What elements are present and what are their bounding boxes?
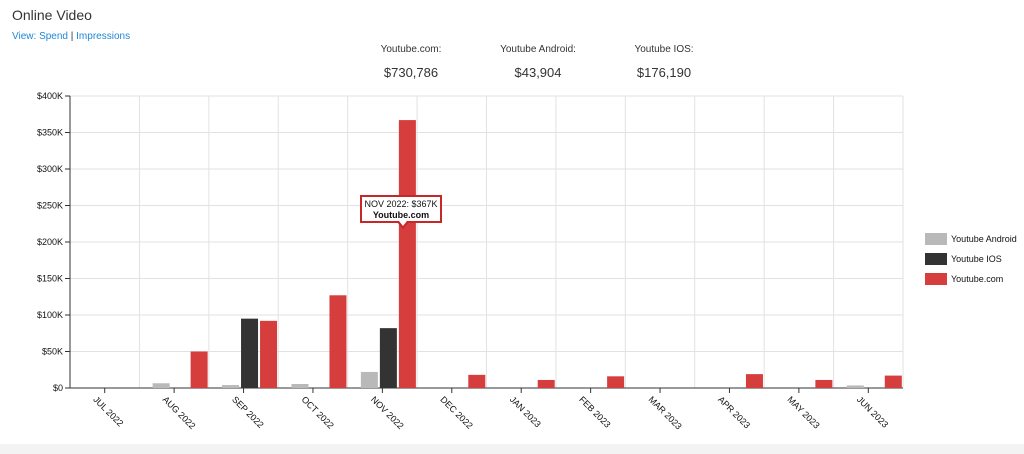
view-spend-link[interactable]: Spend bbox=[39, 31, 68, 42]
legend-label: Youtube Android bbox=[951, 234, 1017, 244]
x-tick-label: JUL 2022 bbox=[91, 394, 125, 428]
view-toggle: View: Spend | Impressions bbox=[12, 31, 130, 42]
summary-label: Youtube IOS: bbox=[634, 44, 694, 55]
bar bbox=[222, 385, 240, 388]
summary-value: $730,786 bbox=[383, 65, 439, 80]
y-tick-label: $0 bbox=[53, 383, 63, 393]
y-tick-label: $400K bbox=[37, 91, 63, 101]
x-tick-label: SEP 2022 bbox=[230, 394, 266, 430]
x-tick-label: JAN 2023 bbox=[508, 394, 543, 429]
bar bbox=[360, 371, 378, 388]
bar bbox=[291, 383, 309, 388]
legend-label: Youtube IOS bbox=[951, 254, 1002, 264]
x-tick-label: OCT 2022 bbox=[300, 394, 336, 430]
x-tick-label: DEC 2022 bbox=[438, 394, 474, 430]
bar bbox=[537, 379, 555, 388]
bar bbox=[241, 318, 259, 388]
view-separator: | bbox=[70, 31, 74, 42]
footer-strip bbox=[0, 444, 1024, 454]
x-tick-label: NOV 2022 bbox=[369, 394, 406, 431]
summary-youtube-android: Youtube Android: $43,904 bbox=[478, 44, 598, 80]
bar bbox=[329, 295, 347, 388]
y-tick-label: $200K bbox=[37, 237, 63, 247]
y-tick-label: $100K bbox=[37, 310, 63, 320]
x-tick-label: APR 2023 bbox=[716, 394, 752, 430]
x-tick-label: FEB 2023 bbox=[577, 394, 612, 429]
page-title: Online Video bbox=[12, 7, 92, 23]
bar bbox=[607, 376, 625, 388]
legend-swatch bbox=[925, 253, 947, 265]
x-tick-label: MAY 2023 bbox=[785, 394, 821, 430]
legend-swatch bbox=[925, 233, 947, 245]
bar bbox=[190, 351, 208, 388]
legend-item-ios[interactable]: Youtube IOS bbox=[925, 252, 1002, 266]
summary-label: Youtube.com: bbox=[380, 44, 442, 55]
bar bbox=[468, 374, 486, 388]
y-tick-label: $350K bbox=[37, 128, 63, 138]
legend-item-youtube[interactable]: Youtube.com bbox=[925, 272, 1003, 286]
summary-youtube-com: Youtube.com: $730,786 bbox=[351, 44, 471, 80]
bar bbox=[815, 379, 833, 388]
chart-tooltip: NOV 2022: $367K Youtube.com bbox=[360, 195, 442, 229]
bar bbox=[884, 375, 902, 388]
y-tick-label: $150K bbox=[37, 274, 63, 284]
legend-label: Youtube.com bbox=[951, 274, 1004, 284]
summary-value: $43,904 bbox=[514, 65, 562, 80]
bar bbox=[846, 385, 864, 388]
bar bbox=[152, 383, 170, 388]
y-tick-label: $300K bbox=[37, 164, 63, 174]
bar bbox=[379, 328, 397, 388]
y-tick-label: $250K bbox=[37, 201, 63, 211]
legend-item-android[interactable]: Youtube Android bbox=[925, 232, 1017, 246]
summary-youtube-ios: Youtube IOS: $176,190 bbox=[604, 44, 724, 80]
view-impressions-link[interactable]: Impressions bbox=[76, 31, 131, 42]
x-tick-label: AUG 2022 bbox=[161, 394, 198, 431]
legend-swatch bbox=[925, 273, 947, 285]
bar bbox=[260, 320, 278, 388]
bar bbox=[745, 374, 763, 388]
summary-value: $176,190 bbox=[636, 65, 692, 80]
x-tick-label: MAR 2023 bbox=[647, 394, 684, 431]
tooltip-value: NOV 2022: $367K bbox=[364, 199, 438, 209]
y-tick-label: $50K bbox=[42, 347, 63, 357]
tooltip-series: Youtube.com bbox=[372, 210, 430, 220]
bar bbox=[398, 120, 416, 388]
view-label[interactable]: View: bbox=[12, 31, 37, 42]
summary-label: Youtube Android: bbox=[500, 44, 576, 55]
x-tick-label: JUN 2023 bbox=[855, 394, 890, 429]
